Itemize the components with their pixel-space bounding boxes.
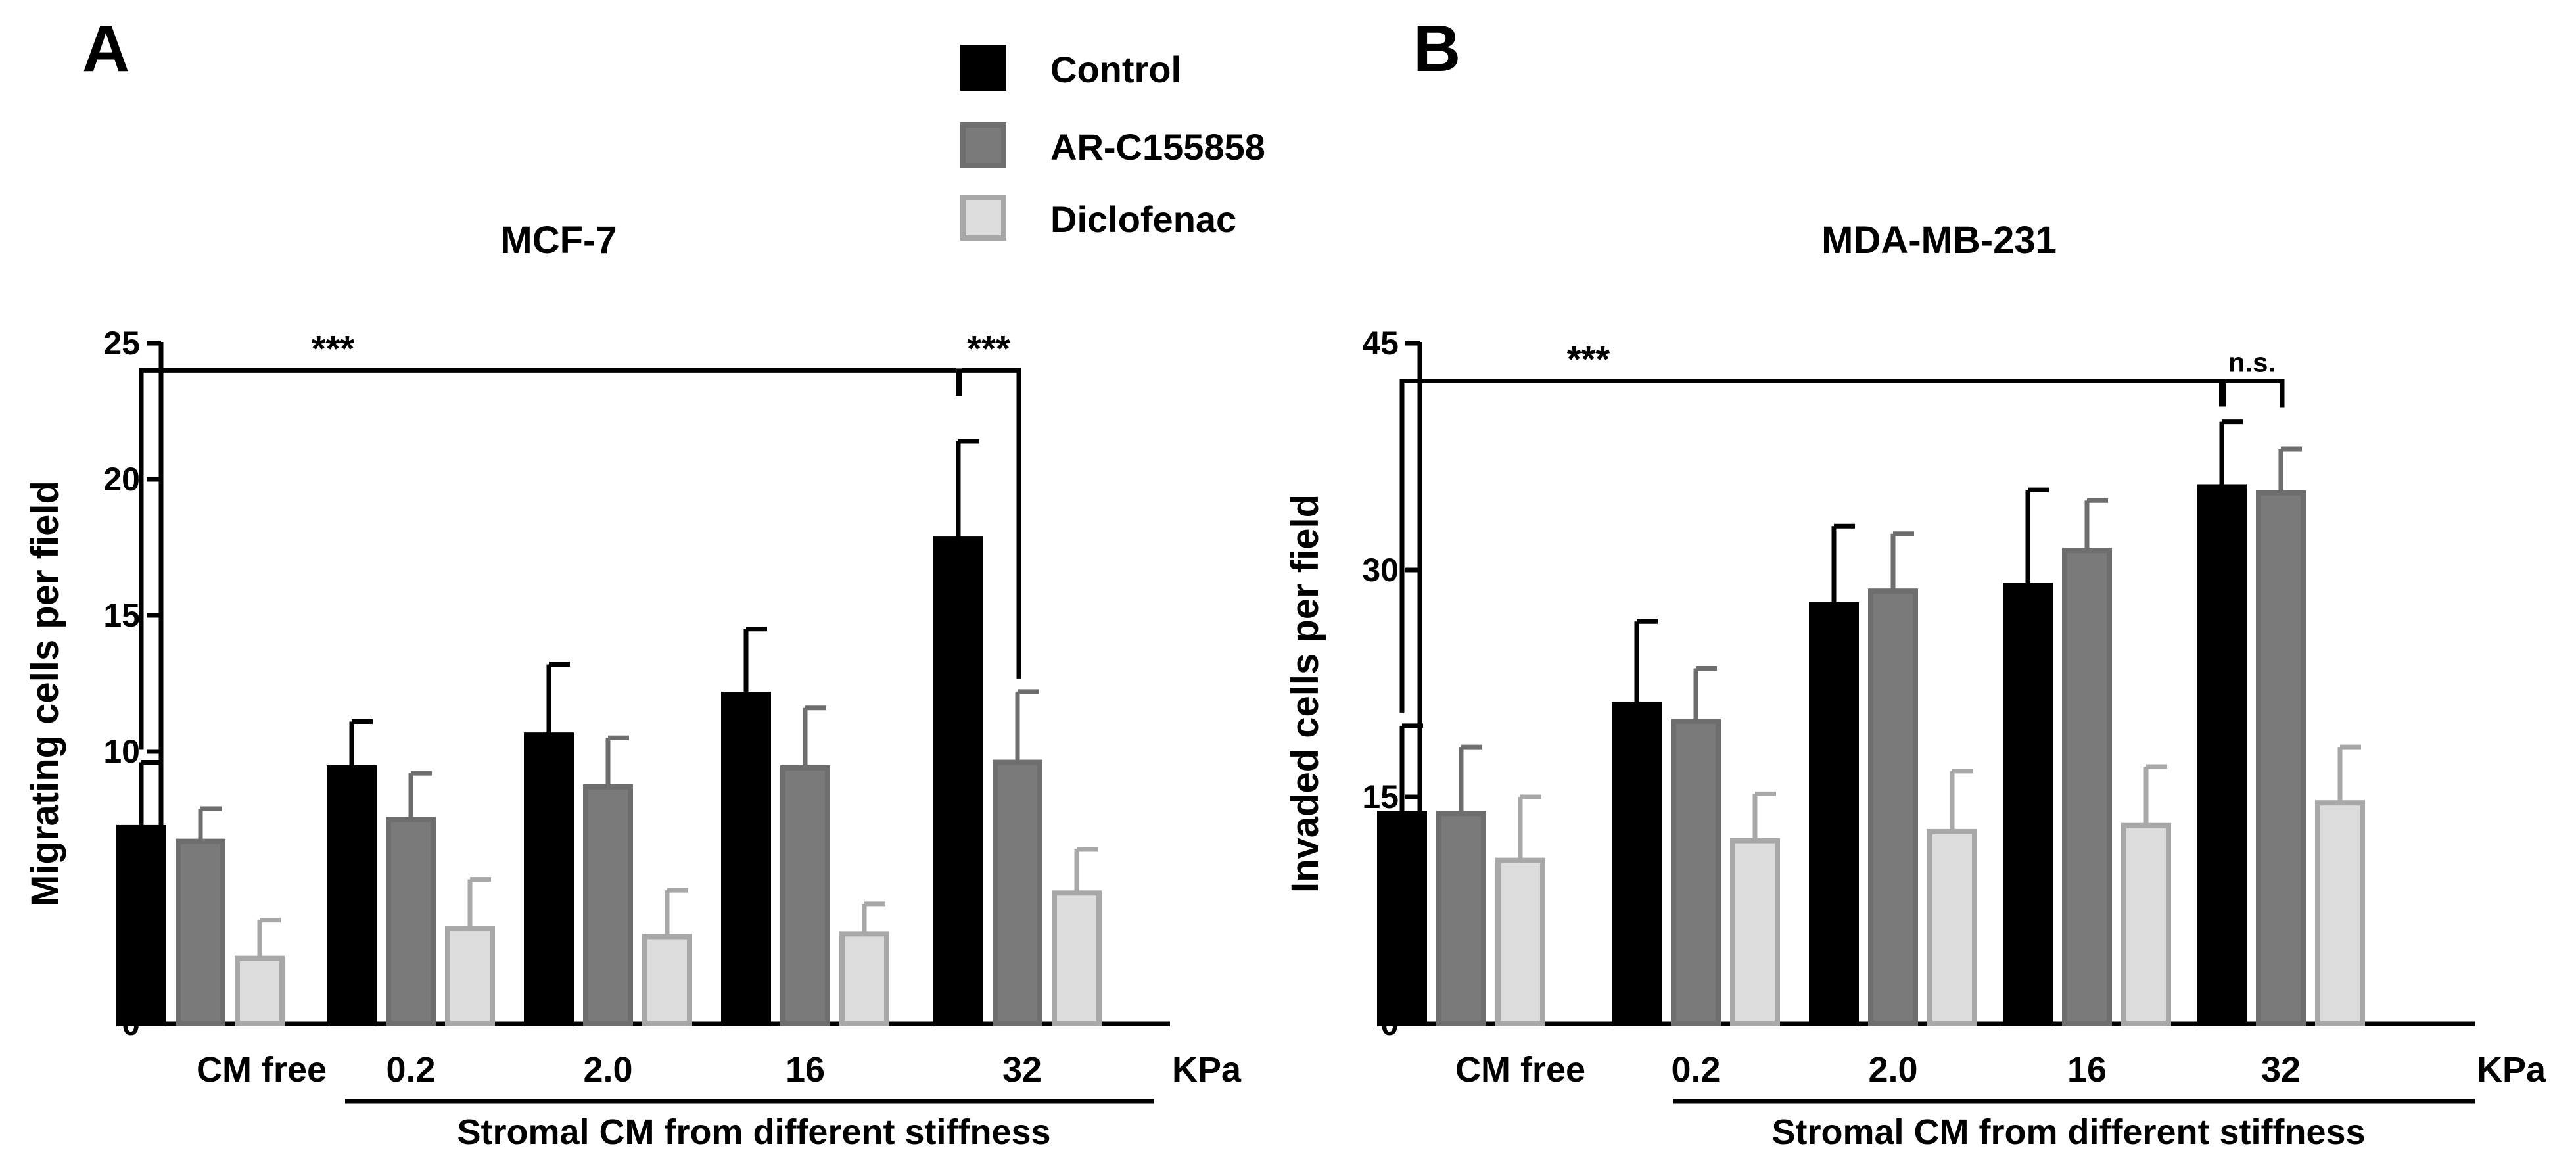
chart-a-y-tick-label: 25 xyxy=(103,325,140,362)
chart-b-group-label: Stromal CM from different stiffness xyxy=(1771,1112,2365,1152)
chart-a-significance-label: *** xyxy=(312,327,355,369)
chart-a-x-tick-label: 16 xyxy=(785,1050,825,1089)
chart-a-y-tick-label: 10 xyxy=(103,733,140,770)
chart-a-x-tick-label: 2.0 xyxy=(583,1050,632,1089)
chart-a-bar xyxy=(583,784,633,1026)
chart-a-x-tick-label: 0.2 xyxy=(386,1050,435,1089)
chart-a-bar xyxy=(235,955,285,1027)
chart-b-bar xyxy=(1809,602,1859,1026)
chart-a-bar xyxy=(176,838,225,1026)
chart-b-mda-mb-231: Invaded cells per field KPa Stromal CM f… xyxy=(1284,325,2546,1152)
legend-label-control: Control xyxy=(1050,49,1181,90)
chart-a-y-axis-title: Migrating cells per field xyxy=(24,481,66,907)
chart-b-x-tick-label: 32 xyxy=(2261,1050,2301,1089)
legend-swatch-ar-c155858 xyxy=(960,122,1006,168)
chart-a-bar xyxy=(839,931,889,1026)
chart-a-bar xyxy=(933,536,983,1026)
chart-b-bar xyxy=(2003,583,2053,1026)
chart-b-y-tick-label: 45 xyxy=(1362,325,1399,362)
chart-a-mcf7: Migrating cells per field KPa Stromal CM… xyxy=(24,325,1242,1152)
chart-b-bar xyxy=(2315,800,2365,1026)
chart-b-y-tick-label: 15 xyxy=(1362,778,1399,815)
chart-a-bar xyxy=(1052,890,1102,1027)
chart-a-bar xyxy=(386,817,436,1026)
panel-a-title: MCF-7 xyxy=(500,219,617,262)
chart-b-bar xyxy=(1436,811,1486,1027)
chart-b-significance-bracket xyxy=(1399,379,2219,713)
chart-a-significance-label: *** xyxy=(967,327,1010,369)
chart-a-bar xyxy=(116,824,166,1027)
chart-a-bar xyxy=(445,926,495,1026)
legend-swatch-diclofenac xyxy=(960,195,1006,241)
panel-a-letter: A xyxy=(82,12,129,85)
chart-a-bar xyxy=(993,759,1042,1027)
chart-b-bar xyxy=(1868,588,1918,1026)
chart-a-x-unit: KPa xyxy=(1172,1050,1242,1089)
legend-label-diclofenac: Diclofenac xyxy=(1050,199,1236,240)
chart-b-bar xyxy=(1612,702,1662,1026)
chart-a-bar xyxy=(327,765,377,1026)
chart-b-bar xyxy=(2256,490,2306,1026)
chart-b-significance-label: *** xyxy=(1567,339,1610,380)
chart-b-x-tick-label: 2.0 xyxy=(1868,1050,1917,1089)
chart-b-x-unit: KPa xyxy=(2477,1050,2546,1089)
chart-a-bracket-junction xyxy=(956,368,962,396)
chart-b-y-axis-title: Invaded cells per field xyxy=(1284,494,1326,893)
chart-b-bar xyxy=(1377,811,1427,1027)
chart-b-x-tick-label: 0.2 xyxy=(1671,1050,1720,1089)
chart-b-y-tick-label: 30 xyxy=(1362,552,1399,588)
chart-a-significance-bracket xyxy=(139,368,956,750)
chart-b-bar xyxy=(1927,828,1977,1027)
chart-a-significance-bracket-inner xyxy=(962,368,1021,679)
chart-b-bar xyxy=(1495,857,1545,1026)
chart-a-x-tick-label: CM free xyxy=(197,1050,327,1089)
legend-swatch-control xyxy=(960,45,1006,91)
panel-b-title: MDA-MB-231 xyxy=(1821,219,2057,262)
chart-b-bar xyxy=(1671,719,1721,1026)
legend-label-ar-c155858: AR-C155858 xyxy=(1050,126,1265,168)
chart-a-bar xyxy=(780,765,830,1026)
chart-b-bar xyxy=(2062,548,2112,1026)
chart-b-bracket-junction xyxy=(2219,379,2226,407)
chart-a-bar xyxy=(642,934,692,1027)
chart-b-bar xyxy=(1730,838,1780,1026)
chart-a-y-tick-label: 20 xyxy=(103,461,140,498)
chart-a-x-tick-label: 32 xyxy=(1002,1050,1042,1089)
chart-b-bar xyxy=(2121,822,2171,1026)
chart-b-x-tick-label: CM free xyxy=(1455,1050,1585,1089)
chart-a-y-tick-label: 15 xyxy=(103,597,140,634)
chart-a-bar xyxy=(524,732,574,1027)
panel-b-letter: B xyxy=(1413,12,1461,85)
chart-a-bar xyxy=(721,692,771,1027)
chart-b-significance-label: n.s. xyxy=(2228,347,2276,378)
chart-b-bar xyxy=(2197,484,2247,1026)
chart-a-group-label: Stromal CM from different stiffness xyxy=(457,1112,1050,1152)
chart-b-x-tick-label: 16 xyxy=(2067,1050,2107,1089)
legend: Control AR-C155858 Diclofenac xyxy=(960,45,1265,241)
chart-b-significance-bracket-inner xyxy=(2226,379,2285,408)
